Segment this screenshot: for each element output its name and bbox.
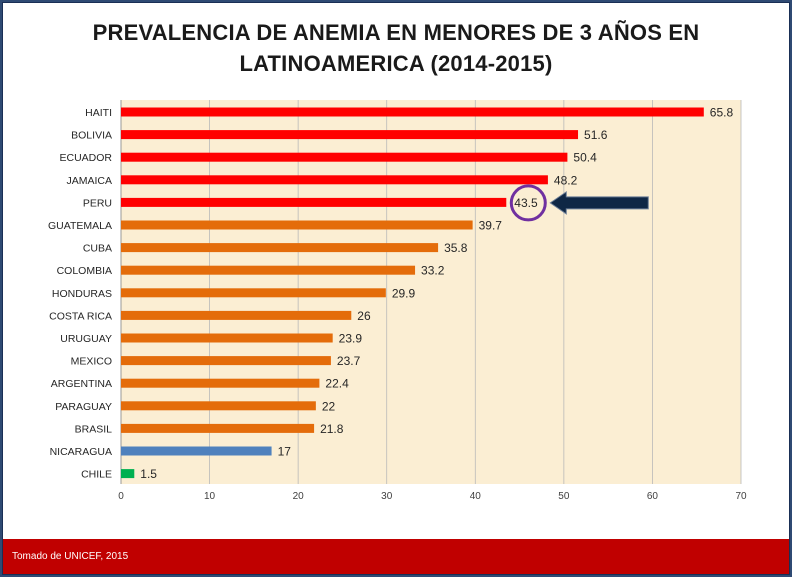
footer-bar: Tomado de UNICEF, 2015 (3, 539, 789, 574)
category-label: CHILE (81, 469, 112, 481)
value-label: 50.4 (573, 151, 597, 165)
x-tick-label: 20 (293, 491, 305, 502)
bar-honduras (121, 288, 386, 298)
category-label: MEXICO (71, 356, 112, 368)
category-label: ARGENTINA (51, 378, 112, 390)
bar-chart: 0 10 20 30 40 50 60 70 HAITI 65.8 BOLIVIA 51.6 ECUAD… (48, 100, 747, 502)
value-label: 43.5 (514, 196, 538, 210)
category-label: CUBA (83, 243, 112, 255)
x-tick-label: 0 (118, 491, 124, 502)
category-label: ECUADOR (59, 152, 112, 164)
category-label: COSTA RICA (49, 310, 112, 322)
value-label: 35.8 (444, 241, 468, 255)
category-label: BRASIL (75, 423, 113, 435)
value-label: 22.4 (325, 377, 349, 391)
category-label: JAMAICA (66, 175, 112, 187)
category-label: BOLIVIA (71, 130, 112, 142)
chart-title: PREVALENCIA DE ANEMIA EN MENORES DE 3 AÑ… (3, 17, 789, 79)
category-label: PERU (83, 197, 112, 209)
pointer-arrow (549, 190, 649, 215)
value-label: 22 (322, 399, 336, 413)
highlight-circle (509, 184, 547, 222)
bar-colombia (121, 265, 416, 275)
source-note: Tomado de UNICEF, 2015 (12, 551, 129, 562)
value-label: 39.7 (479, 219, 503, 233)
category-label: HONDURAS (52, 288, 112, 300)
value-label: 48.2 (554, 173, 578, 187)
category-label: NICARAGUA (50, 446, 112, 458)
value-label: 26 (357, 309, 371, 323)
bar-paraguay (121, 401, 316, 411)
value-label: 51.6 (584, 128, 608, 142)
bar-peru (121, 197, 507, 207)
value-label: 21.8 (320, 422, 344, 436)
x-tick-label: 50 (558, 491, 570, 502)
bar-cuba (121, 243, 439, 253)
bar-guatemala (121, 220, 473, 230)
bar-costa-rica (121, 310, 352, 320)
bar-mexico (121, 356, 331, 366)
x-tick-label: 40 (470, 491, 482, 502)
chart-title-line-1: PREVALENCIA DE ANEMIA EN MENORES DE 3 AÑ… (92, 20, 700, 45)
value-label: 65.8 (710, 106, 734, 120)
value-label: 29.9 (392, 286, 416, 300)
bar-uruguay (121, 333, 333, 343)
bar-ecuador (121, 152, 568, 162)
category-label: HAITI (85, 107, 112, 119)
bar-jamaica (121, 175, 548, 185)
chart-title-line-2: LATINOAMERICA (2014-2015) (239, 51, 553, 76)
bar-chile (121, 469, 135, 479)
value-label: 23.7 (337, 354, 361, 368)
x-tick-label: 10 (204, 491, 216, 502)
bar-nicaragua (121, 446, 272, 456)
bar-argentina (121, 378, 320, 388)
value-label: 23.9 (339, 332, 363, 346)
bar-bolivia (121, 130, 579, 140)
category-label: PARAGUAY (55, 401, 112, 413)
category-label: URUGUAY (60, 333, 112, 345)
value-label: 33.2 (421, 264, 445, 278)
x-tick-label: 70 (735, 491, 747, 502)
bar-haiti (121, 107, 704, 117)
category-label: GUATEMALA (48, 220, 112, 232)
value-label: 17 (278, 445, 292, 459)
value-label: 1.5 (140, 467, 157, 481)
x-tick-label: 30 (381, 491, 393, 502)
x-tick-label: 60 (647, 491, 659, 502)
category-label: COLOMBIA (57, 265, 112, 277)
bar-brasil (121, 423, 315, 433)
